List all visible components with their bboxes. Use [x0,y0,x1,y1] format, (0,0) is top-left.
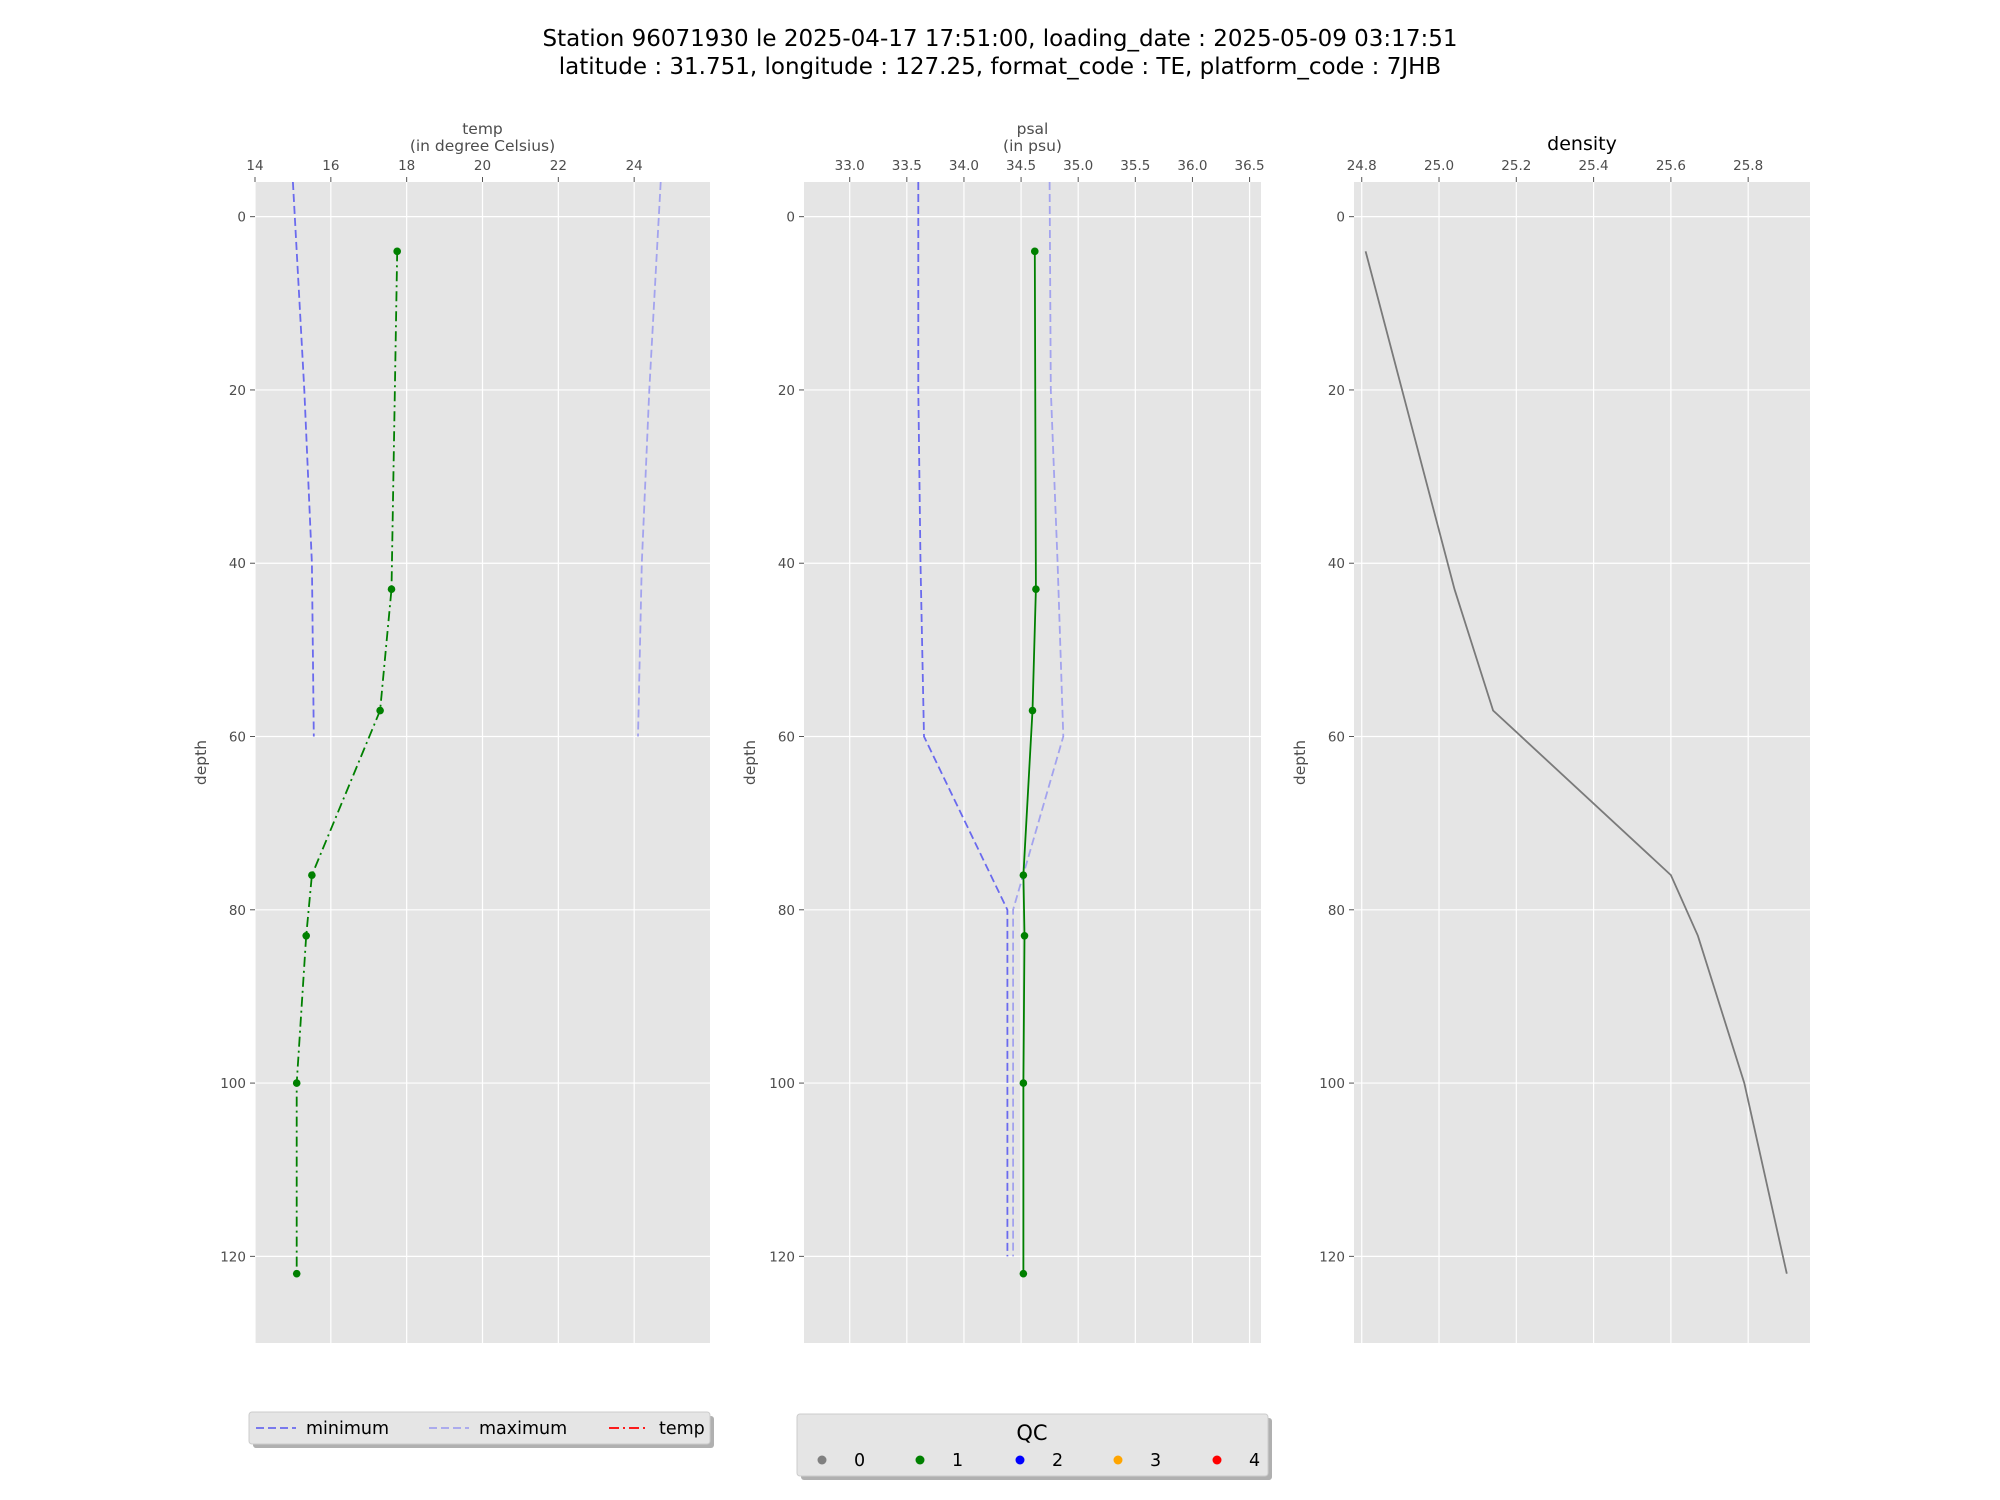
x-axis-label: temp [462,120,503,138]
y-tick-label: 100 [220,1076,246,1092]
y-axis-label: depth [741,740,759,785]
y-tick-label: 60 [229,730,246,746]
y-tick-label: 0 [1336,210,1345,226]
qc-legend-title: QC [1016,1421,1047,1445]
y-tick-label: 40 [778,556,795,572]
x-axis-label: psal [1017,120,1049,138]
plot-area [1354,182,1810,1343]
panel-temp: 14 16 18 20 22 24 0 20 40 60 80 100 120 temp(in degre… [192,120,710,1343]
x-tick-label: 16 [322,158,339,174]
x-tick-label: 33.0 [835,158,865,174]
x-tick-label: 25.0 [1424,158,1454,174]
qc-marker-4 [1212,1455,1222,1465]
x-tick-label: 25.4 [1579,158,1609,174]
legend-qc: QC 0 1 2 3 4 [796,1413,1272,1480]
y-tick-label: 40 [229,556,246,572]
y-tick-label: 0 [786,210,795,226]
y-tick-label: 80 [778,903,795,919]
y-tick-label: 20 [778,383,795,399]
qc-legend-frame [796,1413,1269,1477]
x-tick-label: 25.8 [1733,158,1763,174]
y-tick-label: 60 [1328,730,1345,746]
panel-density: 24.8 25.0 25.2 25.4 25.6 25.8 0 20 40 60 80 100 120 d… [1291,133,1810,1343]
y-tick-label: 120 [220,1249,246,1265]
y-tick-label: 40 [1328,556,1345,572]
series-minimum-line [292,181,315,737]
panel-psal: 33.0 33.5 34.0 34.5 35.0 35.5 36.0 36.5 0 20 40 60 8… [741,120,1265,1343]
legend-lines: minimum maximum temp [248,1411,714,1448]
x-tick-label: 35.0 [1063,158,1093,174]
y-tick-label: 120 [769,1249,795,1265]
plot-area [804,182,1261,1343]
y-tick-label: 100 [1319,1076,1345,1092]
x-tick-label: 36.0 [1177,158,1207,174]
figure-title-line-1: Station 96071930 le 2025-04-17 17:51:00,… [542,26,1458,52]
qc-label-3: 3 [1150,1451,1161,1471]
y-axis-label: depth [1291,740,1309,785]
series-density-line [1364,251,1788,1274]
qc-marker-1 [915,1455,925,1465]
y-tick-label: 120 [1319,1249,1345,1265]
x-tick-label: 18 [398,158,415,174]
qc-marker-3 [1113,1455,1123,1465]
series-temp-point [308,871,316,879]
series-temp-point [292,1079,301,1087]
series-maximum-line [637,181,662,737]
y-axis-label: depth [192,740,210,785]
series-psal-point [1019,871,1028,879]
y-tick-label: 80 [1328,903,1345,919]
series-psal-point [1028,706,1037,715]
series-temp-point [393,247,401,256]
series-psal-point [1020,931,1029,940]
x-axis-unit: (in psu) [1003,137,1062,155]
x-tick-label: 24 [626,158,643,174]
panel-title: density [1547,133,1617,155]
series-psal-point [1019,1079,1028,1087]
legend-label-minimum: minimum [306,1419,389,1439]
x-tick-label: 34.5 [1006,158,1036,174]
y-tick-label: 80 [229,903,246,919]
qc-marker-0 [817,1455,827,1465]
x-tick-label: 24.8 [1347,158,1377,174]
series-minimum-line [917,182,1009,1257]
x-tick-label: 22 [550,158,567,174]
series-psal-point [1032,585,1040,594]
qc-marker-2 [1015,1455,1025,1465]
legend-label-maximum: maximum [479,1419,567,1439]
x-tick-label: 35.5 [1120,158,1150,174]
legend-label-temp: temp [659,1419,705,1439]
series-psal-point [1030,247,1039,256]
y-tick-label: 0 [237,210,246,226]
qc-label-0: 0 [854,1451,865,1471]
x-tick-label: 25.6 [1656,158,1686,174]
series-temp-point [302,931,310,940]
series-maximum-line [1012,181,1065,1257]
y-tick-label: 20 [1328,383,1345,399]
y-tick-label: 100 [769,1076,795,1092]
qc-label-2: 2 [1052,1451,1063,1471]
y-tick-label: 20 [229,383,246,399]
x-tick-label: 20 [474,158,491,174]
series-temp-point [387,585,396,594]
legend-frame [248,1411,711,1445]
x-tick-label: 14 [246,158,263,174]
y-tick-label: 60 [778,730,795,746]
qc-label-1: 1 [952,1451,963,1471]
x-axis-unit: (in degree Celsius) [410,137,555,155]
figure-title-line-2: latitude : 31.751, longitude : 127.25, f… [558,54,1442,80]
x-tick-label: 33.5 [892,158,922,174]
x-tick-label: 36.5 [1235,158,1265,174]
x-tick-label: 25.2 [1501,158,1531,174]
series-psal-point [1019,1269,1028,1278]
series-temp-point [376,706,384,715]
series-temp-point [292,1269,301,1278]
qc-label-4: 4 [1249,1451,1260,1471]
x-tick-label: 34.0 [949,158,979,174]
